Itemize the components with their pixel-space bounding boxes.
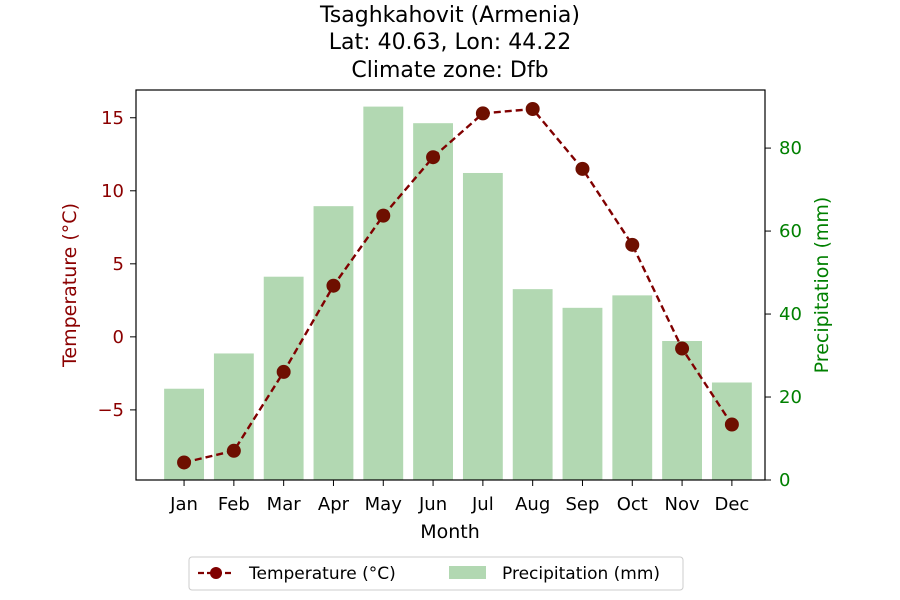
legend-temperature-label: Temperature (°C) bbox=[248, 564, 396, 584]
right-axis-ticks: 0 20 40 60 80 bbox=[765, 138, 802, 491]
precipitation-bar bbox=[313, 206, 354, 480]
temperature-point bbox=[575, 161, 590, 176]
x-axis-label: Month bbox=[420, 521, 480, 543]
left-tick-label: 5 bbox=[113, 254, 124, 275]
right-tick-label: 60 bbox=[779, 221, 802, 242]
temperature-point bbox=[276, 364, 291, 379]
temperature-point bbox=[625, 237, 640, 252]
temperature-point bbox=[376, 208, 391, 223]
x-tick-label: Aug bbox=[515, 494, 550, 515]
precipitation-bar bbox=[662, 341, 703, 480]
x-tick-label: Jul bbox=[471, 494, 494, 515]
precipitation-bar bbox=[612, 295, 653, 480]
legend-temperature-marker bbox=[210, 567, 222, 579]
temperature-point bbox=[675, 341, 690, 356]
left-tick-label: −5 bbox=[97, 400, 124, 421]
temperature-point bbox=[326, 278, 341, 293]
x-tick-label: Sep bbox=[566, 494, 600, 515]
precipitation-bars bbox=[164, 106, 752, 481]
right-tick-label: 0 bbox=[779, 470, 790, 491]
x-tick-label: Oct bbox=[617, 494, 648, 515]
precipitation-bar bbox=[512, 289, 553, 480]
x-tick-label: Mar bbox=[267, 494, 302, 515]
left-axis-ticks: −5 0 5 10 15 bbox=[97, 108, 136, 421]
temperature-point bbox=[525, 101, 540, 116]
x-tick-label: Nov bbox=[665, 494, 700, 515]
y-axis-label-left: Temperature (°C) bbox=[59, 203, 81, 368]
left-tick-label: 10 bbox=[101, 181, 124, 202]
legend-precipitation-label: Precipitation (mm) bbox=[502, 564, 660, 584]
x-tick-label: Jun bbox=[418, 494, 447, 515]
legend-precipitation-swatch bbox=[449, 566, 486, 579]
x-tick-label: May bbox=[365, 494, 403, 515]
temperature-point bbox=[177, 455, 192, 470]
x-tick-label: Feb bbox=[218, 494, 250, 515]
x-tick-label: Jan bbox=[169, 494, 198, 515]
precipitation-bar bbox=[562, 307, 603, 480]
chart-title: Tsaghkahovit (Armenia) Lat: 40.63, Lon: … bbox=[319, 3, 580, 83]
precipitation-bar bbox=[213, 353, 254, 480]
left-tick-label: 15 bbox=[101, 108, 124, 129]
temperature-point bbox=[475, 106, 490, 121]
plot-frame bbox=[135, 89, 766, 481]
temperature-point bbox=[724, 417, 739, 432]
temperature-point bbox=[426, 150, 441, 165]
precipitation-bar bbox=[363, 106, 404, 481]
title-line-2: Lat: 40.63, Lon: 44.22 bbox=[329, 30, 571, 55]
title-line-3: Climate zone: Dfb bbox=[351, 58, 548, 83]
x-tick-label: Apr bbox=[318, 494, 350, 515]
legend: Temperature (°C) Precipitation (mm) bbox=[188, 556, 684, 591]
x-axis-ticks: Jan Feb Mar Apr May Jun Jul Aug Sep Oct Nov Dec bbox=[169, 480, 749, 515]
left-tick-label: 0 bbox=[113, 327, 124, 348]
y-axis-label-right: Precipitation (mm) bbox=[811, 197, 833, 374]
right-tick-label: 40 bbox=[779, 304, 802, 325]
right-tick-label: 80 bbox=[779, 138, 802, 159]
temperature-line bbox=[177, 101, 739, 470]
right-tick-label: 20 bbox=[779, 387, 802, 408]
legend-box bbox=[188, 556, 684, 591]
temperature-point bbox=[226, 443, 241, 458]
precipitation-bar bbox=[462, 172, 503, 480]
precipitation-bar bbox=[413, 123, 453, 480]
title-line-1: Tsaghkahovit (Armenia) bbox=[319, 3, 580, 28]
temperature-series-line bbox=[183, 107, 733, 464]
x-tick-label: Dec bbox=[714, 494, 749, 515]
